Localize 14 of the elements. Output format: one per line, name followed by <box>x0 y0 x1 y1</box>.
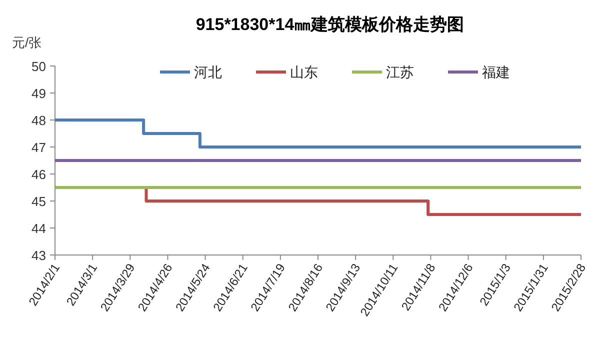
legend-label: 河北 <box>194 64 222 80</box>
y-tick-label: 46 <box>32 167 46 182</box>
y-tick-label: 47 <box>32 140 46 155</box>
legend-label: 江苏 <box>386 64 414 80</box>
y-tick-label: 44 <box>32 221 46 236</box>
y-tick-label: 49 <box>32 86 46 101</box>
y-axis-title: 元/张 <box>12 35 42 50</box>
y-tick-label: 45 <box>32 194 46 209</box>
legend-label: 山东 <box>290 64 318 80</box>
legend-label: 福建 <box>482 64 510 80</box>
chart-title: 915*1830*14㎜建筑模板价格走势图 <box>196 15 464 34</box>
y-tick-label: 50 <box>32 59 46 74</box>
y-tick-label: 43 <box>32 248 46 263</box>
y-tick-label: 48 <box>32 113 46 128</box>
